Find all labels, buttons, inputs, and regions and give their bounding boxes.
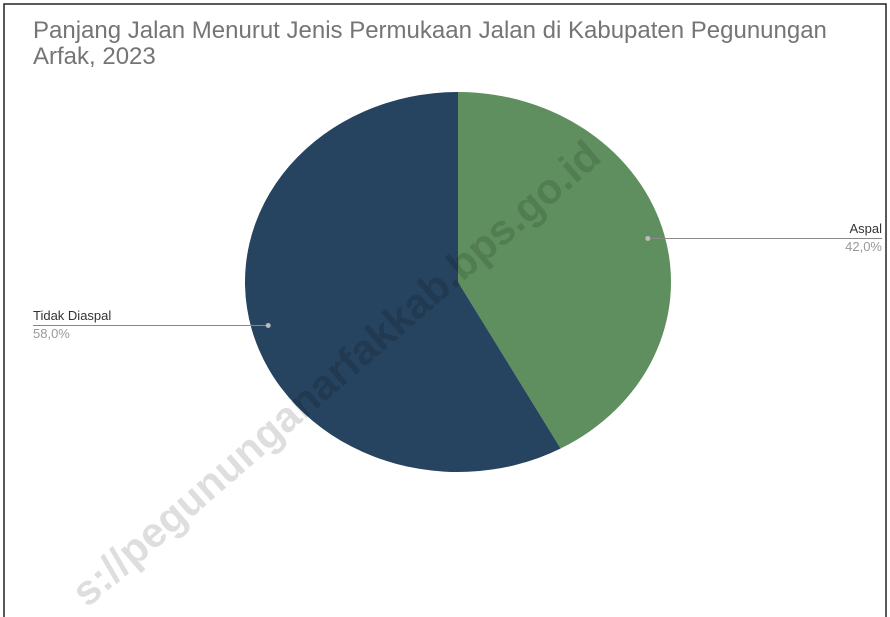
- category-label: Tidak Diaspal: [33, 308, 111, 323]
- pie: [245, 92, 671, 472]
- frame: [3, 3, 887, 617]
- chart-title: Panjang Jalan Menurut Jenis Permukaan Ja…: [33, 17, 827, 70]
- value-label: 58,0%: [33, 326, 70, 341]
- category-label: Aspal: [849, 221, 882, 236]
- pie-slice: [245, 92, 561, 472]
- leader-dot: [265, 322, 271, 328]
- leader-dot: [645, 236, 651, 242]
- pie-slice: [458, 92, 671, 449]
- labels: Aspal 42,0% Tidak Diaspal 58,0%: [33, 221, 882, 341]
- value-label: 42,0%: [845, 239, 882, 254]
